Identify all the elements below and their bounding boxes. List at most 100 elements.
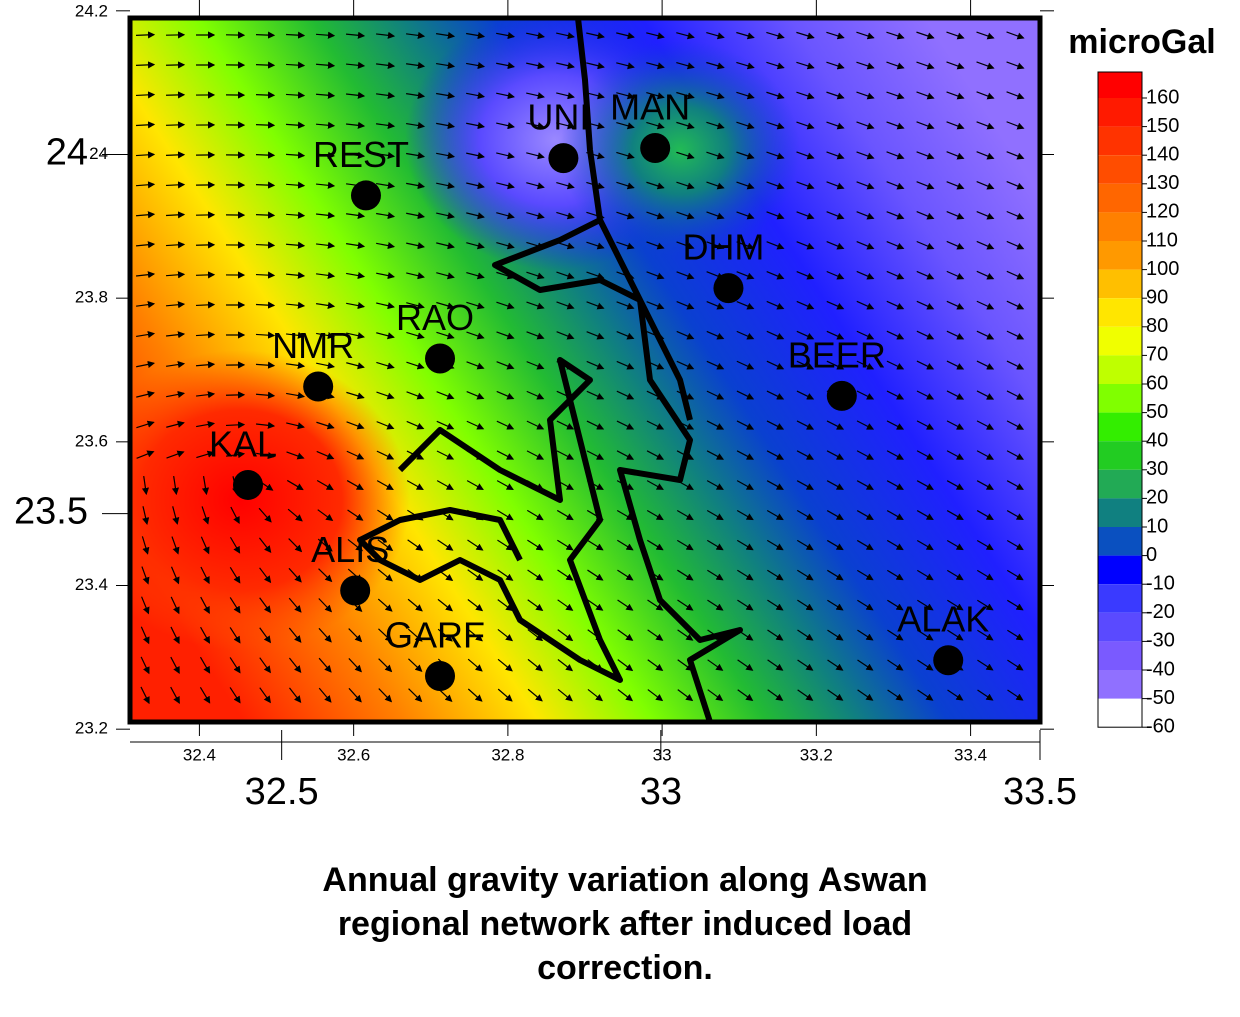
flow-arrow	[496, 122, 515, 130]
flow-arrow	[225, 421, 246, 429]
flow-arrow	[736, 360, 755, 370]
flow-arrow	[376, 480, 394, 490]
station-label: ALAK	[897, 599, 989, 640]
flow-arrow	[436, 301, 455, 310]
flow-arrow	[737, 629, 754, 641]
flow-arrow	[286, 422, 305, 430]
flow-arrow	[826, 211, 845, 220]
flow-arrow	[1006, 121, 1025, 130]
flow-arrow	[436, 391, 455, 400]
outer-y-tick-label: 24	[46, 132, 88, 174]
outer-x-tick-label: 33.5	[1003, 771, 1077, 813]
flow-arrow	[856, 91, 875, 100]
flow-arrow	[706, 61, 725, 70]
flow-arrow	[165, 271, 186, 279]
flow-arrow	[200, 596, 210, 614]
flow-arrow	[856, 300, 875, 310]
flow-arrow	[886, 360, 905, 370]
flow-arrow	[436, 450, 455, 460]
colorbar-label: 50	[1146, 401, 1168, 423]
flow-arrow	[616, 271, 635, 280]
flow-arrow	[917, 659, 934, 671]
flow-arrow	[255, 421, 276, 429]
flow-arrow	[200, 566, 210, 585]
flow-arrow	[977, 689, 994, 701]
flow-arrow	[796, 270, 815, 280]
flow-arrow	[826, 450, 845, 460]
flow-arrow	[587, 599, 604, 611]
flow-arrow	[406, 302, 425, 310]
flow-arrow	[887, 599, 904, 611]
flow-arrow	[646, 32, 665, 40]
flow-arrow	[259, 567, 272, 584]
flow-arrow	[646, 390, 665, 400]
flow-arrow	[436, 31, 456, 40]
flow-arrow	[616, 181, 635, 190]
flow-arrow	[317, 538, 333, 552]
flow-arrow	[796, 480, 814, 490]
flow-arrow	[586, 32, 605, 40]
flow-arrow	[616, 360, 635, 370]
flow-arrow	[976, 300, 995, 310]
flow-arrow	[706, 32, 725, 40]
flow-arrow	[886, 390, 905, 400]
flow-arrow	[676, 420, 695, 430]
colorbar-bin	[1098, 670, 1142, 699]
field-anomaly	[130, 350, 410, 650]
colorbar-label: 120	[1146, 201, 1179, 223]
flow-arrow	[736, 539, 754, 551]
colorbar-bin	[1098, 241, 1142, 270]
flow-arrow	[526, 152, 545, 160]
flow-arrow	[315, 241, 336, 249]
flow-arrow	[797, 599, 814, 611]
flow-arrow	[255, 211, 276, 219]
flow-arrow	[195, 361, 216, 369]
flow-arrow	[736, 390, 755, 400]
flow-arrow	[706, 509, 724, 521]
flow-arrow	[856, 151, 875, 160]
flow-arrow	[527, 658, 543, 672]
flow-arrow	[255, 61, 276, 69]
colorbar-label: 140	[1146, 143, 1179, 165]
flow-arrow	[466, 271, 485, 280]
flow-arrow	[135, 241, 156, 249]
flow-arrow	[376, 332, 395, 340]
flow-arrow	[887, 659, 904, 671]
colorbar-label: 90	[1146, 286, 1168, 308]
flow-arrow	[285, 301, 306, 309]
flow-arrow	[466, 331, 485, 340]
flow-arrow	[376, 242, 396, 250]
flow-arrow	[375, 91, 396, 99]
flow-arrow	[676, 539, 694, 551]
flow-arrow	[646, 271, 665, 280]
flow-arrow	[736, 121, 755, 130]
flow-arrow	[707, 569, 724, 581]
flow-arrow	[527, 569, 544, 581]
flow-arrow	[676, 480, 694, 490]
flow-arrow	[436, 331, 455, 340]
flow-arrow	[707, 629, 724, 641]
flow-arrow	[496, 301, 515, 310]
flow-arrow	[677, 569, 694, 581]
x-tick-label: 33.2	[800, 745, 833, 764]
colorbar-label: 30	[1146, 458, 1168, 480]
station-label: UNI	[527, 97, 589, 138]
flow-arrow	[856, 480, 874, 490]
flow-arrow	[466, 122, 486, 130]
flow-arrow	[647, 569, 664, 581]
flow-arrow	[916, 270, 935, 280]
flow-arrow	[797, 689, 814, 701]
flow-arrow	[796, 330, 815, 340]
flow-arrow	[229, 657, 241, 674]
flow-arrow	[647, 539, 664, 551]
flow-arrow	[436, 121, 456, 130]
flow-arrow	[586, 420, 605, 430]
flow-arrow	[255, 181, 276, 189]
flow-arrow	[436, 182, 455, 190]
flow-arrow	[917, 689, 934, 701]
flow-arrow	[587, 688, 604, 702]
flow-arrow	[285, 151, 306, 159]
flow-arrow	[856, 539, 874, 551]
flow-arrow	[946, 420, 965, 430]
flow-arrow	[976, 61, 995, 70]
